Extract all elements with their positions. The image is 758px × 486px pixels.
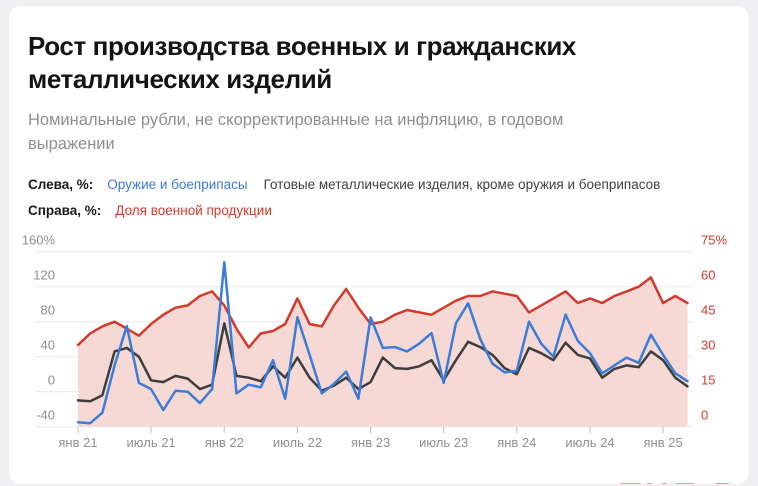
right-axis-label: 30 <box>701 338 715 353</box>
x-axis-label: янв 23 <box>351 435 390 450</box>
x-axis-label: янв 21 <box>58 435 97 450</box>
legend-row-left-axis: Слева, %: Оружие и боеприпасы Готовые мета… <box>28 172 729 198</box>
left-axis-label: 120 <box>33 268 55 283</box>
x-axis-label: июль 23 <box>419 435 468 450</box>
series-line-weapons-ammunition <box>76 260 689 425</box>
chart-legend: Слева, %: Оружие и боеприпасы Готовые мета… <box>28 172 729 224</box>
series-line-military-share <box>76 276 689 349</box>
left-axis-label: 40 <box>41 338 55 353</box>
page-subtitle: Номинальные рубли, не скорректированные … <box>28 111 564 153</box>
x-axis-label: янв 25 <box>643 435 682 450</box>
x-axis-label: июль 21 <box>127 435 176 450</box>
right-axis-label: 15 <box>701 373 715 388</box>
legend-row-right-axis: Справа, %: Доля военной продукции <box>28 198 729 224</box>
chart-card: Рост производства военных и гражданских … <box>9 6 749 484</box>
chart-header: Рост производства военных и гражданских … <box>9 6 749 224</box>
x-axis-label: июль 22 <box>273 435 322 450</box>
x-axis-label: янв 24 <box>497 435 536 450</box>
page-title: Рост производства военных и гражданских … <box>28 31 576 94</box>
legend-axis-label: Справа, %: <box>28 203 102 218</box>
x-axis-label: июль 24 <box>565 435 614 450</box>
right-axis-label: 75% <box>701 233 727 248</box>
x-axis-label: янв 22 <box>205 435 244 450</box>
publisher-logo-cutoff: THE BELL <box>620 477 749 484</box>
legend-series-name: Оружие и боеприпасы <box>107 177 248 192</box>
series-line-civilian-metal-goods <box>76 322 689 403</box>
line-chart: янв 21 июль 21 янв 22 июль 22 янв 23 июль 23 я… <box>22 233 728 450</box>
left-axis-label: -40 <box>36 408 55 423</box>
area-fill-military-share <box>78 277 688 427</box>
legend-series-name: Доля военной продукции <box>115 203 272 218</box>
right-axis-label: 60 <box>701 268 715 283</box>
left-axis-label: 160% <box>22 233 56 248</box>
right-axis-label: 45 <box>701 303 715 318</box>
left-axis-label: 0 <box>48 373 55 388</box>
right-axis-label: 0 <box>701 408 708 423</box>
legend-axis-label: Слева, %: <box>28 177 94 192</box>
legend-series-name: Готовые металлические изделия, кроме ору… <box>263 177 661 192</box>
left-axis-label: 80 <box>41 303 55 318</box>
